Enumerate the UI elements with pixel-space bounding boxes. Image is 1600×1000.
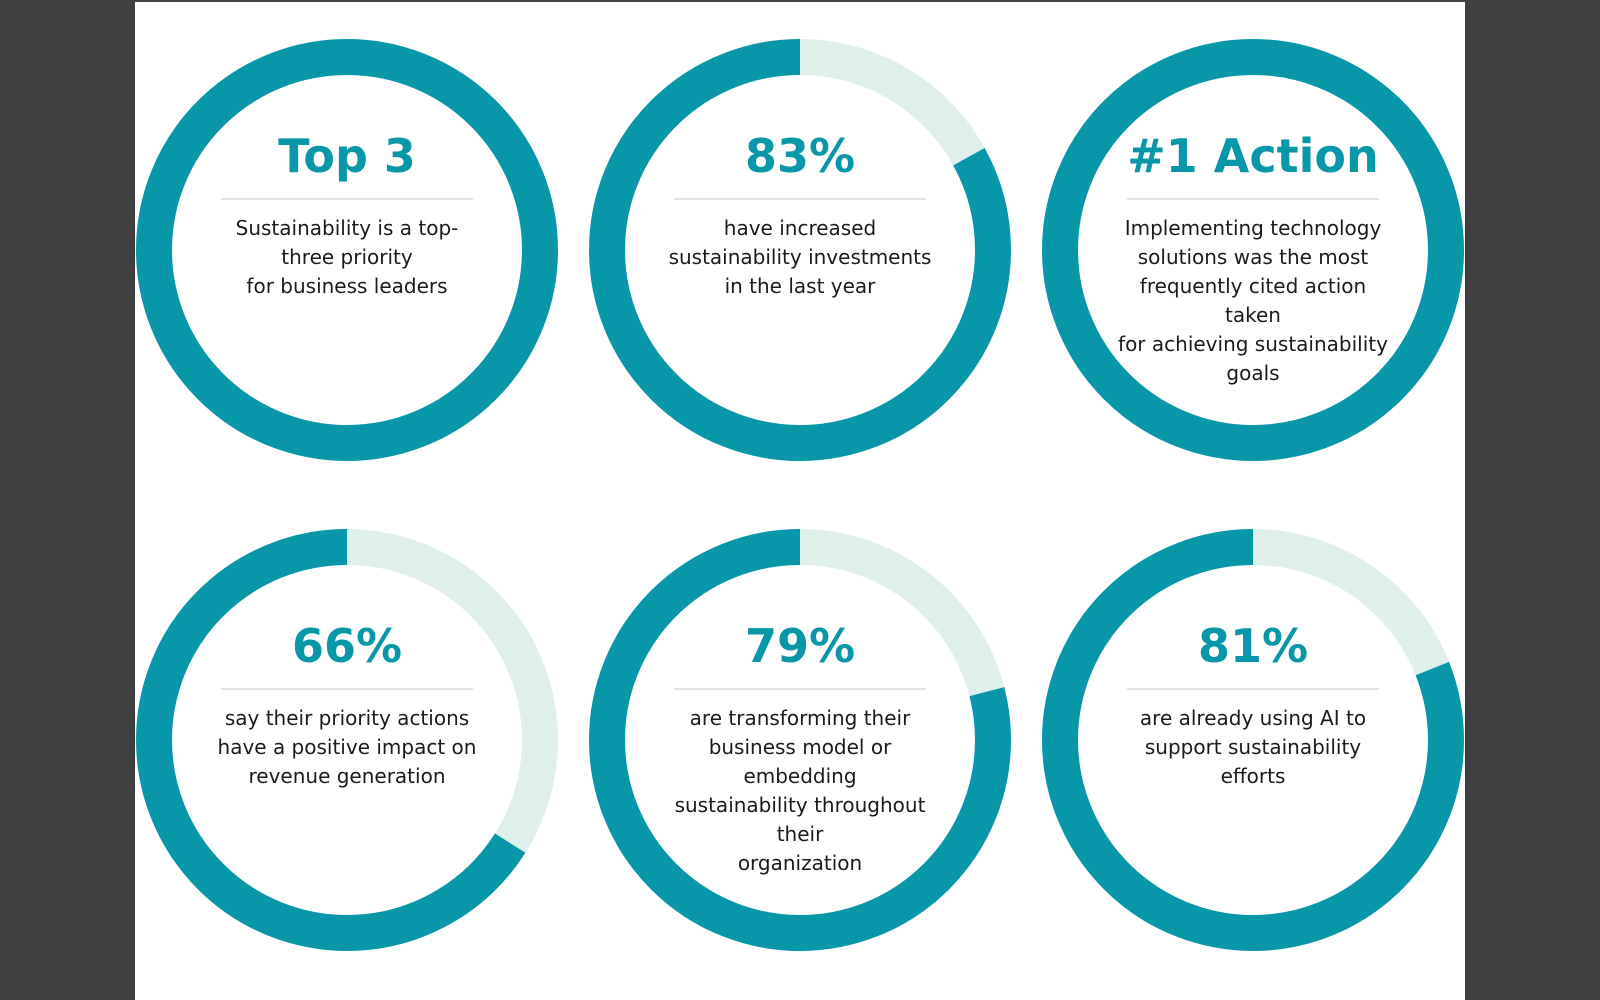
ring-filled-segment	[1042, 39, 1464, 461]
stat-divider	[221, 688, 473, 690]
stat-description: are already using AI to support sustaina…	[1112, 704, 1394, 791]
stat-description-line: business model or embedding	[708, 735, 892, 788]
stat-description-line: goals	[1226, 361, 1280, 385]
stat-divider	[1127, 198, 1379, 200]
stat-description-line: say their priority actions	[224, 706, 470, 730]
stat-headline: Top 3	[278, 129, 416, 183]
ring-filled-segment	[1042, 529, 1464, 951]
stat-ring-top-3	[136, 39, 558, 461]
stat-description-line: have increased	[723, 216, 877, 240]
stat-headline: 81%	[1197, 619, 1309, 673]
stat-description-line: are transforming their	[689, 706, 911, 730]
stat-headline: 66%	[291, 619, 403, 673]
ring-filled-segment	[136, 39, 558, 461]
stat-ring-81-percent	[1042, 529, 1464, 951]
stat-divider	[674, 198, 926, 200]
stat-headline: 79%	[744, 619, 856, 673]
stat-description-line: solutions was the most	[1137, 245, 1369, 269]
stat-divider	[1127, 688, 1379, 690]
stat-card-83-percent: 83% have increased sustainability invest…	[588, 38, 1012, 462]
stat-divider	[674, 688, 926, 690]
stat-description-line: for achieving sustainability	[1118, 332, 1388, 356]
stat-ring-83-percent	[589, 39, 1011, 461]
ring-filled-segment	[589, 529, 1011, 951]
stat-description-line: support sustainability efforts	[1144, 735, 1362, 788]
stat-description-line: sustainability investments	[668, 245, 932, 269]
stat-description: are transforming their business model or…	[659, 704, 941, 878]
stat-description-line: in the last year	[724, 274, 876, 298]
stat-card-81-percent: 81% are already using AI to support sust…	[1041, 528, 1465, 952]
stat-ring-66-percent	[136, 529, 558, 951]
stat-divider	[221, 198, 473, 200]
stat-card-79-percent: 79% are transforming their business mode…	[588, 528, 1012, 952]
stat-card-66-percent: 66% say their priority actions have a po…	[135, 528, 559, 952]
ring-filled-segment	[136, 529, 558, 951]
stat-headline: #1 Action	[1127, 129, 1379, 183]
stat-card-number-one-action: #1 Action Implementing technology soluti…	[1041, 38, 1465, 462]
stat-content: Top 3 Sustainability is a top- three pri…	[197, 126, 497, 301]
stat-ring-number-one-action	[1042, 39, 1464, 461]
stat-description: Sustainability is a top- three priority …	[206, 214, 488, 301]
stat-ring-79-percent	[589, 529, 1011, 951]
stat-description-line: three priority	[281, 245, 413, 269]
stat-description-line: for business leaders	[246, 274, 448, 298]
stat-headline: 83%	[744, 129, 856, 183]
stat-content: #1 Action Implementing technology soluti…	[1103, 126, 1403, 388]
stat-content: 83% have increased sustainability invest…	[650, 126, 950, 301]
stat-description-line: have a positive impact on	[217, 735, 477, 759]
infographic-canvas: Top 3 Sustainability is a top- three pri…	[135, 2, 1465, 1000]
stat-description-line: revenue generation	[248, 764, 446, 788]
stat-description-line: sustainability throughout their	[674, 793, 926, 846]
stat-card-top-3: Top 3 Sustainability is a top- three pri…	[135, 38, 559, 462]
stat-content: 66% say their priority actions have a po…	[197, 616, 497, 791]
stat-description: say their priority actions have a positi…	[206, 704, 488, 791]
stat-description-line: frequently cited action taken	[1139, 274, 1367, 327]
stat-description: have increased sustainability investment…	[659, 214, 941, 301]
stat-description-line: are already using AI to	[1139, 706, 1367, 730]
stat-content: 81% are already using AI to support sust…	[1103, 616, 1403, 791]
stat-description-line: Implementing technology	[1124, 216, 1382, 240]
stat-content: 79% are transforming their business mode…	[650, 616, 950, 878]
stat-description: Implementing technology solutions was th…	[1112, 214, 1394, 388]
stat-description-line: Sustainability is a top-	[235, 216, 459, 240]
stat-description-line: organization	[737, 851, 863, 875]
ring-filled-segment	[589, 39, 1011, 461]
